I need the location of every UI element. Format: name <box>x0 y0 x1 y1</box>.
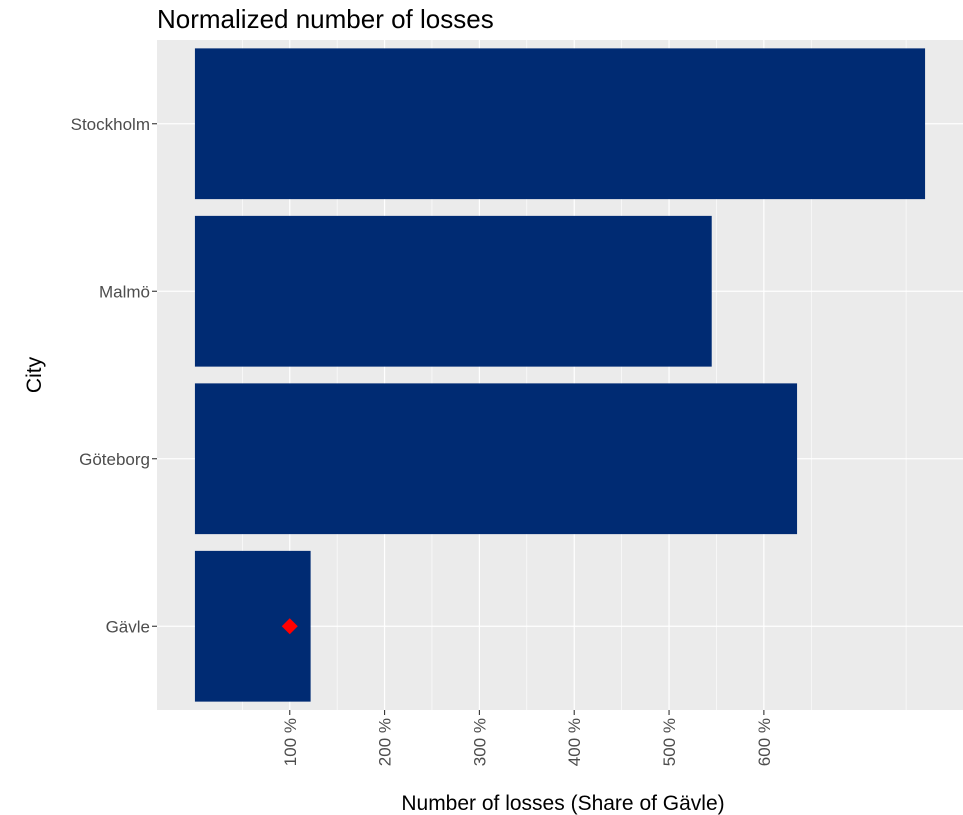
bar-göteborg <box>194 383 798 535</box>
x-tick-label: 400 % <box>565 718 584 766</box>
x-tick-label: 200 % <box>376 718 395 766</box>
bars <box>194 48 926 702</box>
y-tick-label: Gävle <box>106 617 150 636</box>
x-tick-label: 600 % <box>755 718 774 766</box>
y-axis-title: City <box>23 356 46 393</box>
bar-stockholm <box>194 48 926 200</box>
x-tick-label: 500 % <box>660 718 679 766</box>
y-axis: Stockholm Malmö Göteborg Gävle <box>71 115 157 636</box>
markers <box>281 618 298 635</box>
x-tick-label: 100 % <box>281 718 300 766</box>
y-tick-label: Malmö <box>99 282 150 301</box>
chart-title: Normalized number of losses <box>157 4 494 34</box>
x-axis-title: Number of losses (Share of Gävle) <box>401 792 724 815</box>
x-tick-label: 300 % <box>470 718 489 766</box>
marker-diamond <box>281 618 298 635</box>
y-tick-label: Stockholm <box>71 115 150 134</box>
bar-malmö <box>194 215 712 367</box>
y-tick-label: Göteborg <box>79 450 150 469</box>
x-axis: 100 % 200 % 300 % 400 % 500 % 600 % <box>281 710 774 766</box>
